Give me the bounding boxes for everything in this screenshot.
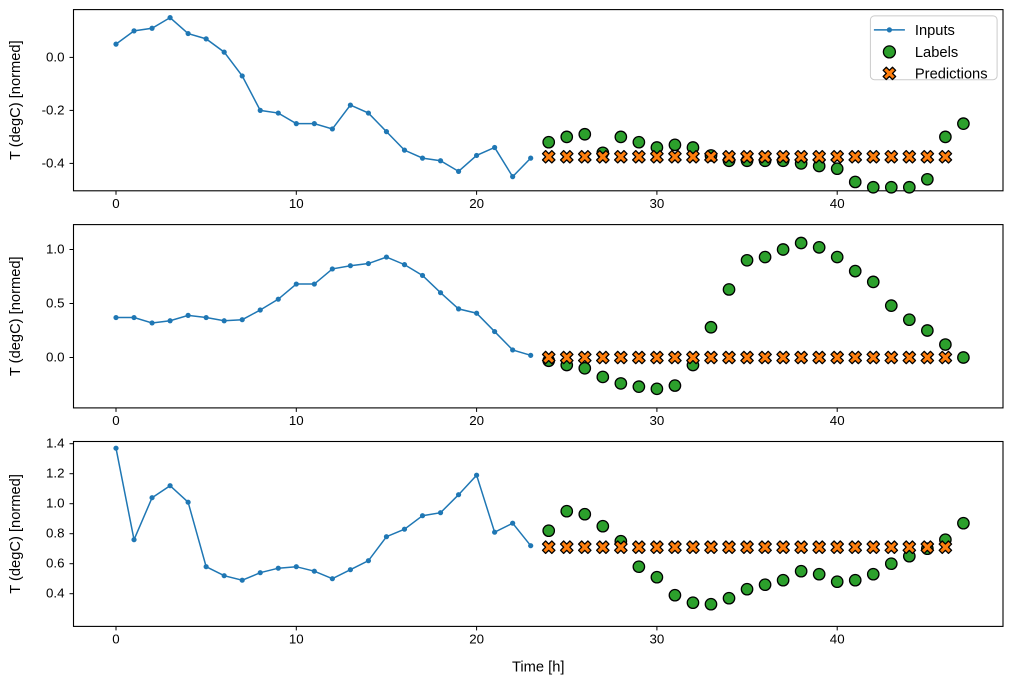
svg-text:40: 40 [830, 631, 845, 646]
svg-text:40: 40 [830, 413, 845, 428]
svg-text:10: 10 [289, 631, 304, 646]
svg-text:1.0: 1.0 [46, 242, 65, 257]
svg-text:1.2: 1.2 [46, 466, 65, 481]
svg-text:-0.2: -0.2 [42, 102, 65, 117]
svg-text:0.5: 0.5 [46, 296, 65, 311]
svg-text:1.0: 1.0 [46, 496, 65, 511]
svg-text:0.0: 0.0 [46, 350, 65, 365]
svg-text:T (degC) [normed]: T (degC) [normed] [8, 474, 24, 594]
svg-text:30: 30 [650, 413, 665, 428]
svg-text:0: 0 [112, 631, 119, 646]
svg-text:20: 20 [469, 413, 484, 428]
svg-text:0.0: 0.0 [46, 49, 65, 64]
svg-text:Time [h]: Time [h] [512, 659, 565, 675]
svg-text:Predictions: Predictions [915, 66, 988, 82]
svg-text:0: 0 [112, 196, 119, 211]
svg-text:40: 40 [830, 196, 845, 211]
svg-text:30: 30 [650, 196, 665, 211]
svg-text:-0.4: -0.4 [42, 155, 65, 170]
svg-text:0.6: 0.6 [46, 556, 65, 571]
svg-text:20: 20 [469, 631, 484, 646]
svg-text:0: 0 [112, 413, 119, 428]
svg-text:1.4: 1.4 [46, 436, 65, 451]
svg-text:Labels: Labels [915, 45, 958, 61]
svg-text:0.8: 0.8 [46, 526, 65, 541]
svg-text:0.4: 0.4 [46, 586, 65, 601]
svg-text:Inputs: Inputs [915, 23, 955, 39]
svg-text:20: 20 [469, 196, 484, 211]
svg-text:10: 10 [289, 196, 304, 211]
svg-text:10: 10 [289, 413, 304, 428]
svg-text:30: 30 [650, 631, 665, 646]
svg-text:T (degC) [normed]: T (degC) [normed] [8, 40, 24, 160]
svg-text:T (degC) [normed]: T (degC) [normed] [8, 256, 24, 376]
